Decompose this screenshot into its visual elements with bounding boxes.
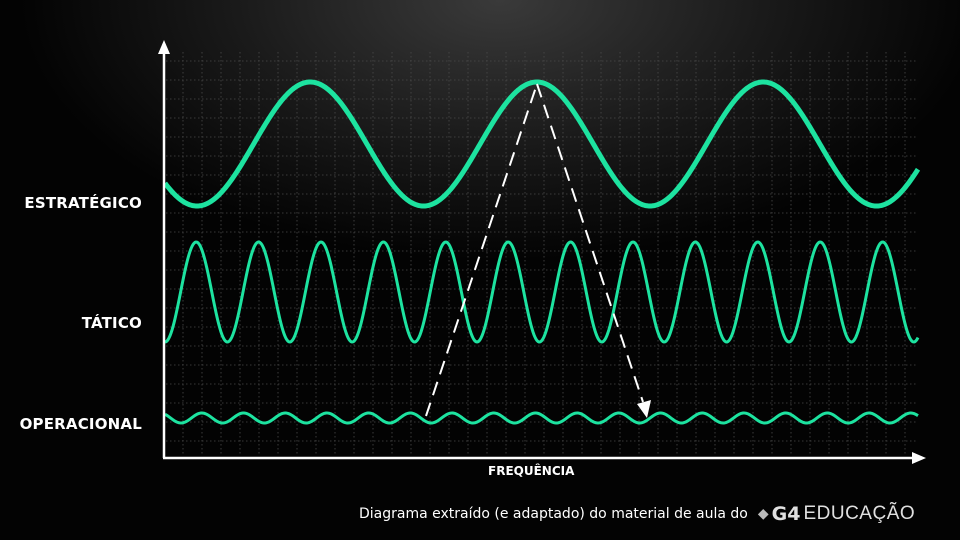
- x-axis-label: FREQUÊNCIA: [488, 464, 575, 478]
- g4-logo: ◆ G4 EDUCAÇÃO: [758, 503, 915, 525]
- x-axis-arrow-icon: [912, 452, 926, 464]
- diamond-icon: ◆: [757, 506, 769, 522]
- operational-wave: [164, 411, 919, 425]
- dashed-arrow-down: [536, 83, 644, 403]
- logo-bold: G4: [771, 503, 801, 525]
- label-strategic: ESTRATÉGICO: [24, 194, 142, 212]
- dashed-arrow-up: [425, 83, 538, 417]
- arrowhead-icon: [637, 400, 651, 418]
- y-axis-arrow-icon: [158, 40, 170, 54]
- label-operational: OPERACIONAL: [19, 415, 142, 433]
- footer: Diagrama extraído (e adaptado) do materi…: [359, 503, 915, 525]
- label-tactical: TÁTICO: [81, 314, 142, 332]
- logo-light: EDUCAÇÃO: [803, 503, 916, 524]
- tactical-wave: [164, 240, 920, 344]
- strategic-wave: [163, 79, 921, 209]
- grid: [166, 52, 918, 456]
- footer-text: Diagrama extraído (e adaptado) do materi…: [359, 506, 748, 522]
